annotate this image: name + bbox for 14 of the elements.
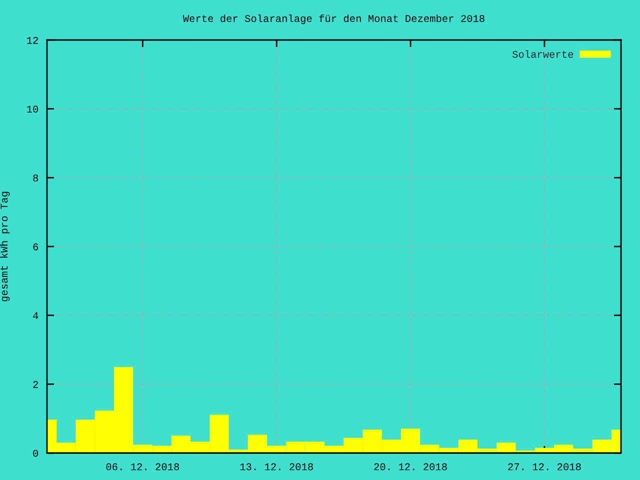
y-tick-label: 2 — [33, 381, 38, 388]
chart-title: Werte der Solaranlage für den Monat Dezember 2018 — [182, 14, 484, 24]
y-tick-label: 0 — [33, 450, 38, 457]
y-axis-title: gesamt kWh pro Tag — [0, 192, 10, 302]
y-tick-label: 4 — [33, 312, 38, 320]
y-tick-label: 10 — [27, 106, 38, 113]
x-tick-label: 27. 12. 2018 — [508, 463, 581, 470]
y-tick-label: 12 — [27, 36, 38, 44]
x-tick-label: 20. 12. 2018 — [374, 463, 447, 470]
y-tick-label: 8 — [33, 174, 38, 182]
legend-label: Solarwerte — [512, 50, 574, 58]
x-tick-label: 06. 12. 2018 — [106, 463, 179, 470]
x-tick-label: 13. 12. 2018 — [240, 463, 313, 470]
y-tick-label: 6 — [33, 243, 38, 250]
